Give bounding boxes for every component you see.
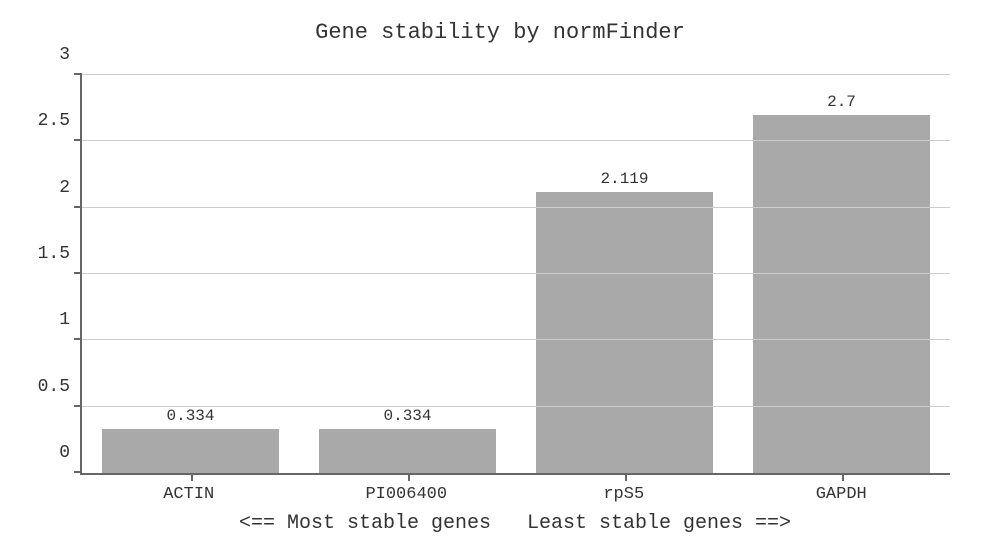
grid-line — [82, 207, 950, 208]
grid-line — [82, 273, 950, 274]
bar-slot: 2.119 — [516, 75, 733, 473]
y-tick — [74, 139, 82, 141]
y-tick-label: 0 — [59, 443, 70, 463]
y-tick — [74, 272, 82, 274]
x-tick — [191, 473, 193, 481]
grid-line — [82, 74, 950, 75]
y-tick — [74, 73, 82, 75]
y-tick-label: 0.5 — [38, 377, 70, 397]
y-tick — [74, 405, 82, 407]
x-tick — [625, 473, 627, 481]
bar-slot: 0.334 — [299, 75, 516, 473]
bar-value-label: 2.7 — [827, 93, 856, 111]
y-tick — [74, 338, 82, 340]
chart-container: Gene stability by normFinder 0.334 0.334 2… — [0, 0, 1000, 555]
y-tick-label: 2.5 — [38, 111, 70, 131]
bar-value-label: 2.119 — [600, 170, 648, 188]
bar — [536, 192, 714, 473]
bar-slot: 2.7 — [733, 75, 950, 473]
y-tick-label: 1 — [59, 310, 70, 330]
grid-line — [82, 339, 950, 340]
bar — [319, 429, 497, 473]
bars-row: 0.334 0.334 2.119 2.7 — [82, 75, 950, 473]
y-tick — [74, 471, 82, 473]
x-tick — [408, 473, 410, 481]
bar — [102, 429, 280, 473]
y-tick-label: 2 — [59, 178, 70, 198]
chart-title: Gene stability by normFinder — [30, 20, 970, 45]
y-tick-label: 1.5 — [38, 244, 70, 264]
x-axis-caption: <== Most stable genes Least stable genes… — [80, 504, 950, 535]
y-tick — [74, 206, 82, 208]
plot-area: 0.3340.3342.1192.7 00.511.522.53 — [80, 75, 950, 475]
x-labels-row: ACTINPI006400rpS5GAPDH — [80, 475, 950, 504]
grid-line — [82, 406, 950, 407]
x-tick-label: PI006400 — [298, 475, 516, 504]
bar-value-label: 0.334 — [166, 407, 214, 425]
grid-line — [82, 140, 950, 141]
bar-slot: 0.334 — [82, 75, 299, 473]
bar-value-label: 0.334 — [383, 407, 431, 425]
y-tick-label: 3 — [59, 45, 70, 65]
bar — [753, 115, 931, 473]
x-tick — [842, 473, 844, 481]
x-tick-label: ACTIN — [80, 475, 298, 504]
